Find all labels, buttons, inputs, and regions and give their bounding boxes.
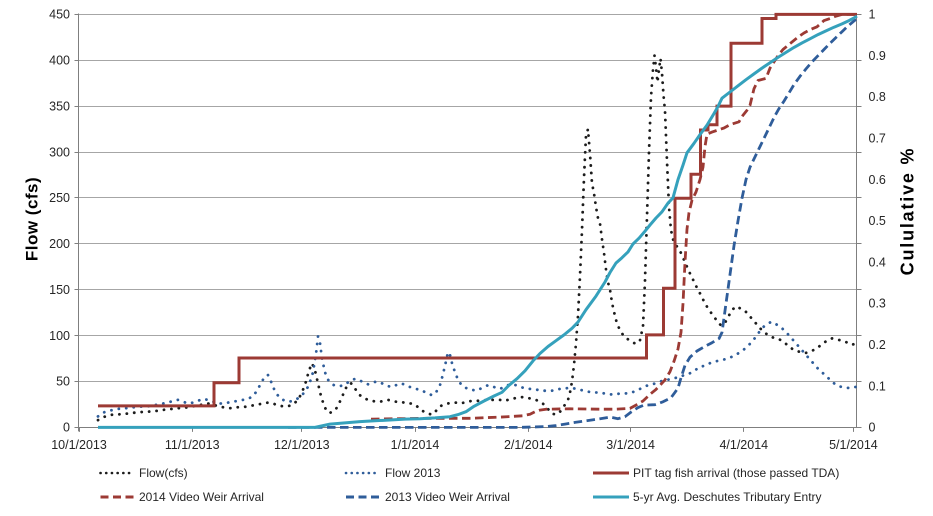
svg-text:150: 150 (49, 283, 70, 297)
svg-text:400: 400 (49, 54, 70, 68)
svg-text:0.3: 0.3 (869, 297, 886, 311)
svg-text:50: 50 (56, 375, 70, 389)
svg-text:11/1/2013: 11/1/2013 (165, 438, 220, 452)
svg-text:350: 350 (49, 99, 70, 113)
svg-text:Cululative %: Cululative % (898, 147, 918, 276)
svg-text:5-yr Avg. Deschutes Tributary: 5-yr Avg. Deschutes Tributary Entry (633, 490, 822, 504)
svg-text:PIT tag fish arrival (those pa: PIT tag fish arrival (those passed TDA) (633, 466, 839, 480)
svg-text:200: 200 (49, 237, 70, 251)
svg-text:Flow(cfs): Flow(cfs) (139, 466, 188, 480)
svg-text:1/1/2014: 1/1/2014 (391, 438, 440, 452)
svg-text:Flow (cfs): Flow (cfs) (22, 177, 41, 261)
svg-text:450: 450 (49, 8, 70, 22)
svg-text:0.7: 0.7 (869, 132, 886, 146)
svg-text:300: 300 (49, 145, 70, 159)
svg-text:0.8: 0.8 (869, 90, 886, 104)
svg-text:0.9: 0.9 (869, 49, 886, 63)
svg-text:3/1/2014: 3/1/2014 (606, 438, 655, 452)
svg-text:0.1: 0.1 (869, 379, 886, 393)
svg-text:0.5: 0.5 (869, 214, 886, 228)
svg-text:0.4: 0.4 (869, 255, 886, 269)
svg-text:2013 Video Weir Arrival: 2013 Video Weir Arrival (385, 490, 510, 504)
svg-text:2014 Video Weir Arrival: 2014 Video Weir Arrival (139, 490, 264, 504)
svg-text:4/1/2014: 4/1/2014 (719, 438, 768, 452)
svg-text:2/1/2014: 2/1/2014 (504, 438, 553, 452)
svg-text:0: 0 (869, 421, 876, 435)
svg-text:12/1/2013: 12/1/2013 (274, 438, 330, 452)
svg-text:0.2: 0.2 (869, 338, 886, 352)
svg-text:5/1/2014: 5/1/2014 (829, 438, 878, 452)
svg-text:0: 0 (63, 421, 70, 435)
svg-text:100: 100 (49, 329, 70, 343)
svg-text:10/1/2013: 10/1/2013 (51, 438, 107, 452)
svg-text:1: 1 (869, 8, 876, 22)
svg-text:Flow 2013: Flow 2013 (385, 466, 441, 480)
svg-text:250: 250 (49, 191, 70, 205)
svg-text:0.6: 0.6 (869, 173, 886, 187)
